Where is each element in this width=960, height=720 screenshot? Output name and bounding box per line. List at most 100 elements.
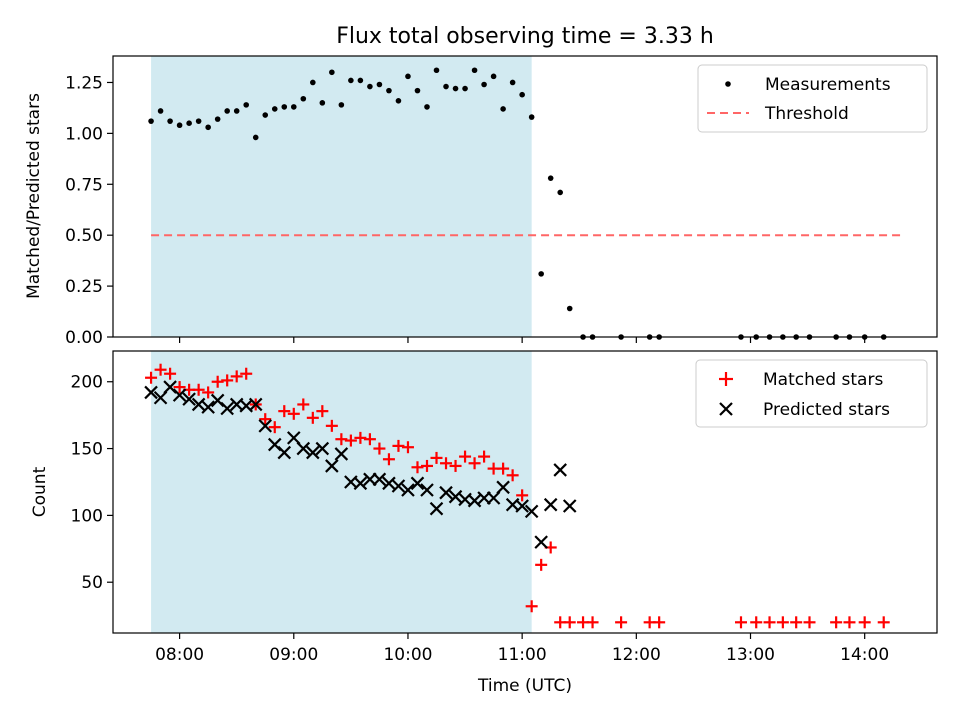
matched-star-point [202, 386, 215, 399]
measurement-point [157, 108, 164, 114]
measurement-point [490, 73, 497, 80]
measurement-points [148, 67, 887, 340]
bottom-y-ticks: 50 100 150 200 [71, 373, 113, 593]
predicted-star-point [410, 476, 425, 491]
measurement-point [376, 81, 383, 88]
x-tick-label: 09:00 [269, 645, 318, 665]
matched-star-point [478, 450, 491, 463]
top-y-ticks: 0.00 0.25 0.50 0.75 1.00 1.25 [65, 73, 113, 348]
predicted-star-stroke [315, 441, 330, 456]
measurement-point [205, 124, 211, 131]
y-tick-label: 1.00 [65, 124, 103, 144]
matched-star-point [278, 405, 291, 418]
predicted-star-stroke [306, 445, 320, 460]
measurement-point [557, 189, 564, 196]
predicted-star-point [534, 535, 548, 549]
measurement-point [290, 104, 297, 110]
predicted-star-stroke [486, 491, 501, 505]
legend-predicted-label: Predicted stars [763, 400, 890, 420]
y-tick-label: 1.25 [65, 73, 103, 93]
bottom-panel: 50 100 150 200 08:00 09:00 10:00 11:00 12:00 13:… [30, 350, 938, 696]
predicted-star-point [172, 388, 187, 402]
matched-star-point [449, 459, 462, 472]
measurement-point [243, 102, 250, 108]
bottom-legend: Matched stars Predicted stars [695, 359, 928, 428]
predicted-star-stroke [448, 489, 463, 504]
predicted-star-stroke [153, 390, 168, 405]
legend-measurements-label: Measurements [765, 75, 891, 95]
predicted-star-point [439, 485, 453, 500]
predicted-star-stroke [334, 447, 349, 461]
measurement-point [547, 175, 554, 181]
matched-star-point [325, 419, 338, 432]
x-tick-label: 08:00 [155, 645, 204, 665]
matched-star-point [830, 616, 843, 629]
matched-star-point [468, 457, 481, 470]
measurement-point [357, 77, 364, 84]
predicted-star-point [325, 459, 339, 473]
y-tick-label: 0.50 [65, 226, 103, 246]
predicted-star-stroke [191, 397, 206, 412]
predicted-star-stroke [163, 380, 177, 394]
measurement-point [167, 118, 173, 124]
predicted-star-point [248, 397, 263, 412]
predicted-star-stroke [401, 483, 415, 497]
predicted-star-point [382, 476, 396, 491]
bottom-legend-box [695, 359, 928, 428]
bottom-x-ticks: 08:00 09:00 10:00 11:00 12:00 13:00 14:00 [155, 633, 889, 665]
predicted-star-point [277, 445, 292, 460]
top-panel: Flux total observing time = 3.33 h 0.000… [24, 24, 938, 348]
measurement-point [566, 305, 573, 312]
matched-star-point [430, 451, 443, 464]
predicted-star-point [543, 497, 558, 512]
y-tick-label: 50 [81, 573, 103, 593]
measurement-point [262, 112, 269, 118]
measurement-point [443, 83, 449, 90]
matched-star-point [363, 433, 376, 446]
x-tick-label: 11:00 [498, 645, 547, 665]
x-axis-label: Time (UTC) [477, 676, 572, 696]
predicted-star-point [334, 447, 349, 461]
measurement-point [481, 81, 487, 88]
matched-star-point [259, 413, 272, 426]
matched-star-point [763, 616, 776, 629]
matched-star-point [287, 407, 300, 420]
measurement-point [338, 102, 345, 108]
top-x-ticks [179, 337, 866, 343]
predicted-star-point [306, 445, 320, 460]
predicted-star-point [220, 401, 234, 416]
matched-star-point [790, 616, 803, 629]
predicted-star-point [420, 483, 434, 497]
measurement-point [509, 79, 516, 86]
predicted-star-stroke [543, 497, 558, 512]
predicted-star-point [153, 390, 168, 405]
predicted-star-stroke [391, 479, 406, 493]
measurement-point [424, 104, 430, 110]
y-tick-label: 150 [71, 440, 103, 460]
measurement-point [310, 79, 316, 86]
measurement-point [395, 97, 402, 104]
measurement-point [214, 116, 221, 122]
x-tick-label: 14:00 [840, 645, 889, 665]
predicted-star-stroke [534, 535, 548, 549]
predicted-star-stroke [277, 445, 292, 460]
predicted-star-stroke [172, 388, 187, 402]
matched-star-point [392, 439, 405, 452]
predicted-star-point [144, 385, 158, 400]
measurement-point [462, 85, 468, 92]
top-y-axis-label: Matched/Predicted stars [24, 93, 44, 299]
matched-star-point [335, 433, 348, 446]
predicted-star-stroke [144, 385, 158, 400]
measurement-point [300, 95, 307, 102]
predicted-star-point [315, 441, 330, 456]
matched-star-point [230, 370, 243, 383]
measurement-point [281, 104, 288, 110]
predicted-star-stroke [410, 476, 425, 491]
matched-star-point [306, 411, 319, 424]
predicted-star-stroke [467, 493, 482, 508]
matched-stars-points [145, 363, 890, 629]
measurement-point [471, 67, 478, 74]
matched-star-point [420, 459, 433, 472]
predicted-star-stroke [201, 400, 215, 414]
